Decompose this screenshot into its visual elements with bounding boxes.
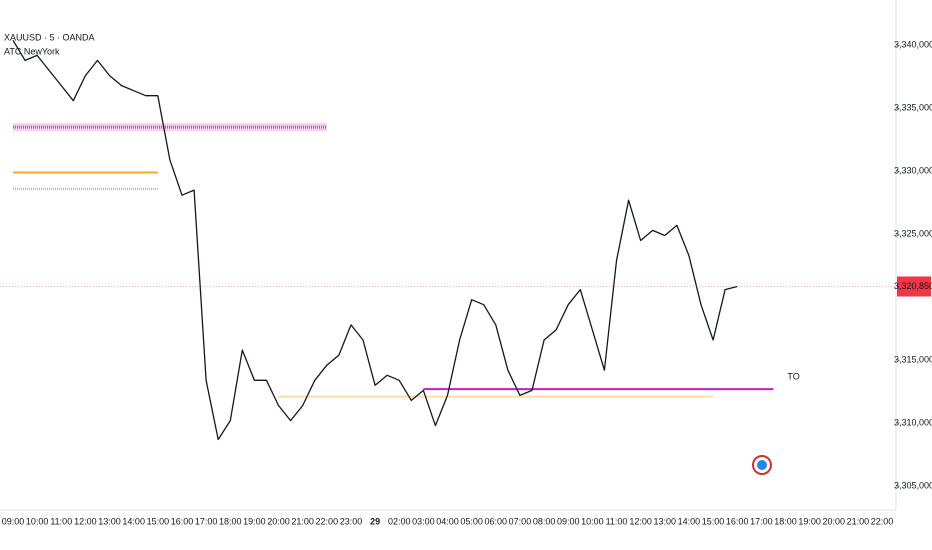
badge-icon — [752, 455, 772, 475]
x-tick-label: 20:00 — [267, 516, 290, 526]
y-tick-label: 3,330,000 — [894, 166, 932, 176]
x-tick-label: 02:00 — [388, 516, 411, 526]
y-tick-label: 3,340,000 — [894, 40, 932, 50]
x-tick-label: 11:00 — [606, 516, 628, 526]
x-tick-label: 23:00 — [340, 516, 363, 526]
x-tick-label: 21:00 — [291, 516, 314, 526]
y-tick-label: 3,315,000 — [894, 355, 932, 365]
y-tick-label: 3,305,000 — [894, 480, 932, 490]
x-tick-label: 19:00 — [243, 516, 266, 526]
x-tick-label: 04:00 — [436, 516, 459, 526]
x-tick-label: 12:00 — [629, 516, 652, 526]
x-tick-label: 10:00 — [26, 516, 49, 526]
x-tick-label: 06:00 — [485, 516, 508, 526]
x-tick-label: 19:00 — [798, 516, 821, 526]
x-tick-label: 14:00 — [678, 516, 701, 526]
x-tick-label: 07:00 — [509, 516, 532, 526]
indicator-name: ATC NewYork — [4, 46, 60, 56]
chart-title: XAUUSD · 5 · OANDA — [4, 32, 95, 42]
x-tick-label: 17:00 — [750, 516, 773, 526]
x-tick-label: 16:00 — [726, 516, 749, 526]
x-tick-label: 22:00 — [316, 516, 339, 526]
y-tick-label: 3,335,000 — [894, 103, 932, 113]
last-price-label: 3,320,850 — [894, 281, 932, 291]
x-tick-label: 21:00 — [847, 516, 870, 526]
x-tick-label: 03:00 — [412, 516, 435, 526]
plot — [0, 39, 896, 441]
x-tick-label: 13:00 — [654, 516, 677, 526]
x-tick-label: 20:00 — [822, 516, 845, 526]
price-line — [12, 39, 738, 441]
x-tick-label: 12:00 — [74, 516, 97, 526]
x-tick-label: 16:00 — [171, 516, 194, 526]
y-tick-label: 3,310,000 — [894, 417, 932, 427]
x-tick-label: 15:00 — [147, 516, 170, 526]
x-tick-label: 15:00 — [702, 516, 725, 526]
x-tick-label: 08:00 — [533, 516, 556, 526]
y-tick-label: 3,325,000 — [894, 229, 932, 239]
x-tick-label: 22:00 — [871, 516, 894, 526]
x-tick-label: 14:00 — [122, 516, 145, 526]
x-tick-label: 17:00 — [195, 516, 218, 526]
x-tick-label: 09:00 — [557, 516, 580, 526]
x-tick-label: 18:00 — [774, 516, 797, 526]
x-tick-label: 10:00 — [581, 516, 604, 526]
last-price-box — [897, 276, 931, 297]
x-tick-label: 11:00 — [50, 516, 72, 526]
x-tick-label: 18:00 — [219, 516, 242, 526]
x-tick-label: 05:00 — [460, 516, 483, 526]
level-note: TO — [787, 371, 799, 381]
x-tick-label: 29 — [370, 516, 380, 526]
x-tick-label: 09:00 — [2, 516, 25, 526]
x-tick-label: 13:00 — [98, 516, 121, 526]
